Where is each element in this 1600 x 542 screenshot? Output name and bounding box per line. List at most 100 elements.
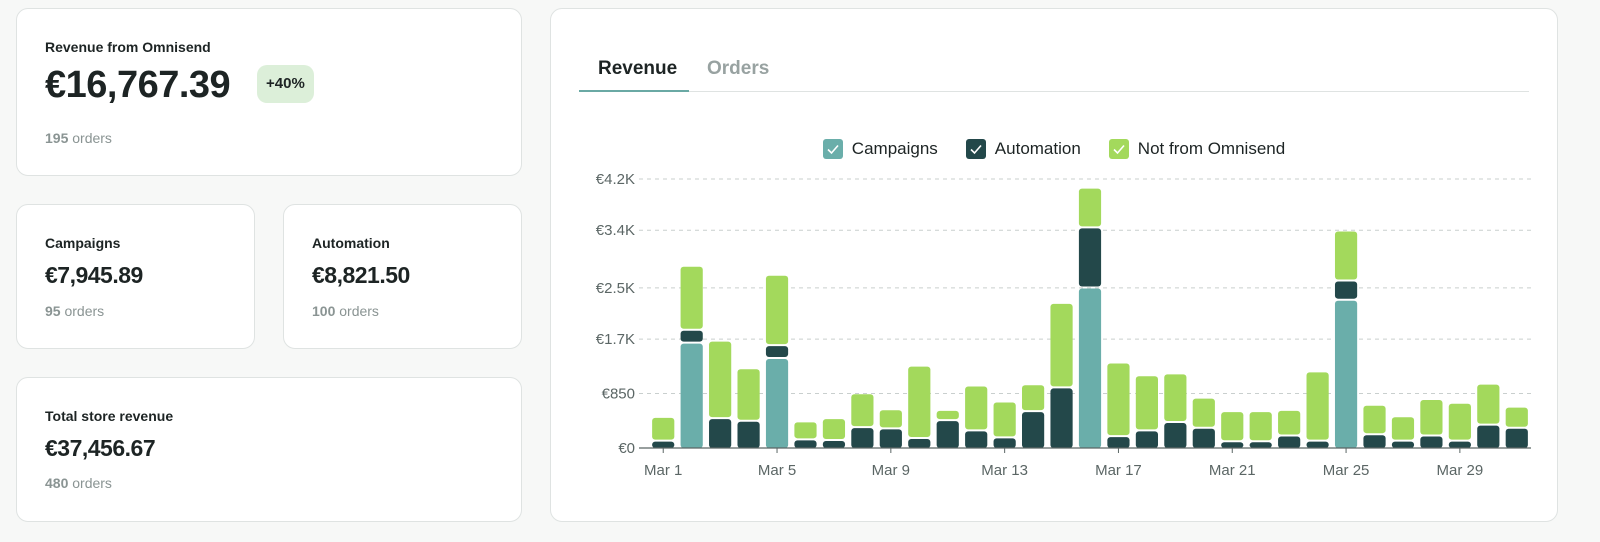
bar-stack[interactable]: [822, 419, 846, 448]
bar-segment-campaigns[interactable]: [680, 343, 703, 448]
bar-segment-not-from-omnisend[interactable]: [1420, 399, 1443, 435]
bar-segment-campaigns[interactable]: [1078, 288, 1102, 448]
bar-segment-automation[interactable]: [1164, 423, 1187, 448]
bar-segment-not-from-omnisend[interactable]: [1306, 372, 1329, 440]
bar-stack[interactable]: [1135, 376, 1158, 448]
bar-segment-not-from-omnisend[interactable]: [822, 419, 846, 439]
bar-segment-not-from-omnisend[interactable]: [794, 422, 817, 439]
bar-segment-not-from-omnisend[interactable]: [1022, 385, 1045, 411]
bar-segment-automation[interactable]: [1078, 228, 1102, 287]
legend-item-automation[interactable]: Automation: [965, 139, 1081, 159]
bar-stack[interactable]: [652, 417, 675, 448]
bar-stack[interactable]: [936, 410, 959, 448]
bar-segment-automation[interactable]: [1221, 442, 1244, 448]
bar-segment-automation[interactable]: [1363, 435, 1386, 448]
bar-segment-automation[interactable]: [1278, 436, 1301, 448]
bar-segment-not-from-omnisend[interactable]: [1221, 412, 1244, 441]
bar-segment-not-from-omnisend[interactable]: [1135, 376, 1158, 430]
bar-segment-automation[interactable]: [1050, 388, 1073, 448]
bar-stack[interactable]: [1022, 385, 1045, 448]
bar-stack[interactable]: [1448, 403, 1471, 448]
tab-revenue[interactable]: Revenue: [598, 58, 678, 79]
bar-stack[interactable]: [1164, 374, 1187, 448]
bar-stack[interactable]: [851, 394, 874, 448]
bar-stack[interactable]: [1505, 407, 1528, 448]
bar-stack[interactable]: [1278, 410, 1301, 448]
bar-segment-not-from-omnisend[interactable]: [1448, 403, 1471, 440]
bar-stack[interactable]: [1249, 412, 1272, 448]
bar-segment-not-from-omnisend[interactable]: [1505, 407, 1528, 427]
bar-segment-automation[interactable]: [652, 441, 675, 448]
bar-stack[interactable]: [1078, 188, 1102, 448]
bar-stack[interactable]: [1477, 384, 1500, 448]
bar-stack[interactable]: [908, 366, 931, 448]
bar-segment-automation[interactable]: [680, 330, 703, 342]
bar-segment-automation[interactable]: [1391, 441, 1415, 448]
bar-segment-automation[interactable]: [822, 440, 846, 448]
bar-segment-automation[interactable]: [709, 419, 732, 448]
bar-segment-automation[interactable]: [993, 438, 1016, 448]
bar-segment-automation[interactable]: [1306, 441, 1329, 448]
legend-item-campaigns[interactable]: Campaigns: [822, 139, 938, 159]
bar-segment-automation[interactable]: [1135, 431, 1158, 448]
bar-stack[interactable]: [993, 402, 1016, 448]
bar-stack[interactable]: [879, 410, 902, 448]
legend-item-not-from-omnisend[interactable]: Not from Omnisend: [1108, 139, 1285, 159]
bar-segment-not-from-omnisend[interactable]: [1477, 384, 1500, 424]
bar-stack[interactable]: [1050, 303, 1073, 448]
bar-segment-not-from-omnisend[interactable]: [965, 386, 988, 430]
bar-segment-automation[interactable]: [737, 421, 760, 448]
bar-segment-not-from-omnisend[interactable]: [680, 266, 703, 329]
bar-segment-not-from-omnisend[interactable]: [1363, 405, 1386, 434]
bar-segment-automation[interactable]: [1249, 442, 1272, 448]
bar-segment-automation[interactable]: [1420, 436, 1443, 448]
bar-stack[interactable]: [794, 422, 817, 448]
bar-stack[interactable]: [709, 341, 732, 448]
bar-segment-not-from-omnisend[interactable]: [936, 410, 959, 420]
bar-stack[interactable]: [1391, 417, 1415, 448]
bar-stack[interactable]: [765, 275, 789, 448]
bar-stack[interactable]: [1192, 398, 1215, 448]
bar-segment-not-from-omnisend[interactable]: [709, 341, 732, 418]
bar-segment-not-from-omnisend[interactable]: [1050, 303, 1073, 387]
bar-segment-not-from-omnisend[interactable]: [851, 394, 874, 427]
bar-segment-automation[interactable]: [1477, 425, 1500, 448]
bar-segment-not-from-omnisend[interactable]: [1164, 374, 1187, 422]
bar-segment-not-from-omnisend[interactable]: [1192, 398, 1215, 427]
bar-segment-not-from-omnisend[interactable]: [993, 402, 1016, 437]
bar-segment-automation[interactable]: [794, 440, 817, 448]
bar-stack[interactable]: [965, 386, 988, 448]
bar-segment-not-from-omnisend[interactable]: [1391, 417, 1415, 440]
bar-segment-automation[interactable]: [1107, 437, 1130, 448]
tab-orders[interactable]: Orders: [707, 58, 770, 79]
bar-segment-automation[interactable]: [965, 431, 988, 448]
bar-segment-not-from-omnisend[interactable]: [1107, 363, 1130, 436]
bar-segment-automation[interactable]: [879, 429, 902, 448]
bar-segment-campaigns[interactable]: [765, 358, 789, 448]
bar-segment-automation[interactable]: [851, 428, 874, 448]
bar-segment-not-from-omnisend[interactable]: [652, 417, 675, 440]
bar-segment-automation[interactable]: [1192, 428, 1215, 448]
bar-segment-not-from-omnisend[interactable]: [1278, 410, 1301, 435]
bar-stack[interactable]: [1334, 231, 1358, 448]
bar-stack[interactable]: [737, 369, 760, 448]
bar-segment-automation[interactable]: [1334, 281, 1358, 299]
bar-segment-not-from-omnisend[interactable]: [1249, 412, 1272, 441]
bar-segment-not-from-omnisend[interactable]: [737, 369, 760, 420]
bar-segment-automation[interactable]: [936, 421, 959, 448]
bar-segment-automation[interactable]: [1448, 441, 1471, 448]
bar-stack[interactable]: [1420, 399, 1443, 448]
bar-segment-automation[interactable]: [765, 346, 789, 357]
bar-segment-not-from-omnisend[interactable]: [879, 410, 902, 428]
bar-segment-not-from-omnisend[interactable]: [765, 275, 789, 345]
bar-stack[interactable]: [680, 266, 703, 448]
bar-segment-not-from-omnisend[interactable]: [1078, 188, 1102, 227]
bar-stack[interactable]: [1306, 372, 1329, 448]
bar-segment-automation[interactable]: [1022, 412, 1045, 448]
bar-stack[interactable]: [1363, 405, 1386, 448]
bar-segment-not-from-omnisend[interactable]: [1334, 231, 1358, 280]
bar-segment-automation[interactable]: [908, 439, 931, 448]
bar-segment-campaigns[interactable]: [1334, 300, 1358, 448]
bar-stack[interactable]: [1221, 412, 1244, 448]
bar-segment-automation[interactable]: [1505, 428, 1528, 448]
